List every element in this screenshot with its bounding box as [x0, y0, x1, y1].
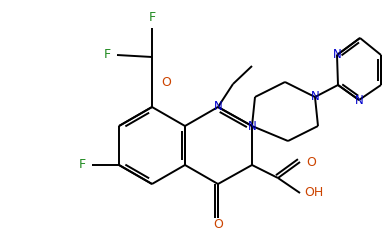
Text: N: N — [333, 48, 341, 61]
Text: O: O — [306, 155, 316, 169]
Text: O: O — [161, 76, 171, 88]
Text: F: F — [79, 159, 86, 172]
Text: N: N — [310, 90, 319, 104]
Text: N: N — [355, 93, 363, 107]
Text: N: N — [248, 119, 256, 133]
Text: OH: OH — [304, 186, 323, 200]
Text: F: F — [104, 48, 111, 61]
Text: F: F — [149, 11, 156, 24]
Text: O: O — [213, 218, 223, 231]
Text: N: N — [213, 101, 222, 113]
